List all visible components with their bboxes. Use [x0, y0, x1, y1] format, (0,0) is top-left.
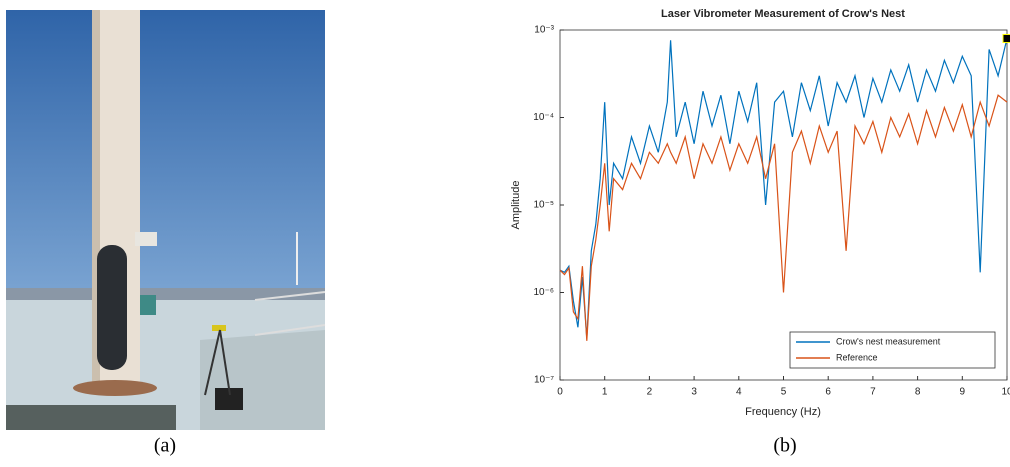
caption: (a) — [154, 435, 176, 457]
x-tick-label: 9 — [960, 387, 966, 398]
x-tick-label: 5 — [781, 387, 787, 398]
y-axis-label: Amplitude — [510, 181, 522, 230]
series-line — [559, 94, 1008, 341]
legend-label: Reference — [836, 352, 878, 362]
y-tick-label: 10⁻³ — [534, 25, 554, 36]
x-tick-label: 3 — [691, 387, 697, 398]
x-tick-label: 2 — [647, 387, 653, 398]
x-tick-label: 1 — [602, 387, 608, 398]
series-line — [559, 38, 1008, 339]
photo — [6, 10, 326, 430]
y-tick-label: 10⁻⁴ — [533, 112, 554, 123]
x-tick-label: 6 — [825, 387, 831, 398]
x-tick-label: 0 — [557, 387, 563, 398]
x-tick-label: 7 — [870, 387, 876, 398]
datatip-marker — [1002, 33, 1010, 43]
caption: (b) — [773, 435, 796, 457]
chart-title: Laser Vibrometer Measurement of Crow's N… — [661, 8, 905, 20]
legend-box — [789, 331, 996, 369]
plot-frame — [559, 29, 1008, 381]
x-tick-label: 8 — [915, 387, 921, 398]
legend-label: Crow's nest measurement — [836, 336, 941, 346]
x-tick-label: 10 — [1001, 387, 1010, 398]
x-tick-label: 4 — [736, 387, 742, 398]
y-tick-label: 10⁻⁷ — [534, 375, 554, 386]
y-tick-label: 10⁻⁶ — [533, 287, 554, 298]
x-axis-label: Frequency (Hz) — [745, 406, 821, 418]
y-tick-label: 10⁻⁵ — [533, 200, 554, 211]
